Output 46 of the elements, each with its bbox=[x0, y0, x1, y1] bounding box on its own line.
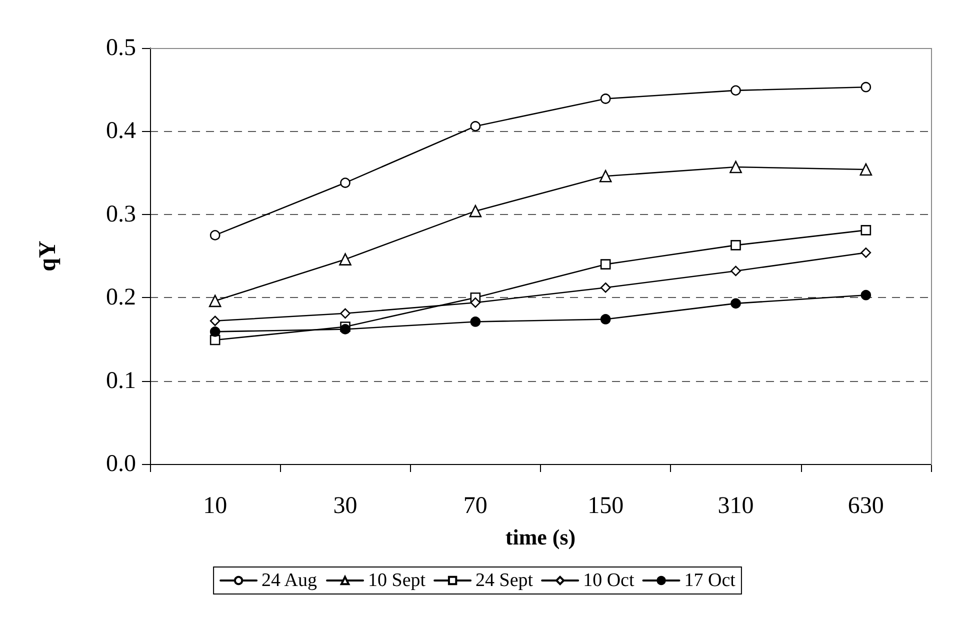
point bbox=[470, 121, 481, 132]
x-tick-label: 10 bbox=[203, 493, 228, 519]
y-tick-label: 0.1 bbox=[106, 368, 136, 394]
point bbox=[599, 170, 612, 182]
x-axis-title: time (s) bbox=[505, 524, 576, 550]
y-tick-label: 0.4 bbox=[106, 118, 136, 144]
point bbox=[860, 225, 872, 236]
point bbox=[600, 94, 611, 104]
point bbox=[600, 314, 611, 324]
point bbox=[340, 178, 350, 188]
y-tick-label: 0.2 bbox=[106, 284, 136, 311]
point bbox=[860, 163, 872, 176]
point bbox=[340, 324, 350, 334]
legend-label: 17 Oct bbox=[684, 570, 736, 591]
point bbox=[600, 259, 611, 270]
point bbox=[730, 266, 741, 276]
y-tick-label: 0.5 bbox=[106, 35, 136, 61]
point bbox=[730, 298, 741, 309]
y-axis-title: qY bbox=[35, 240, 61, 272]
point bbox=[860, 248, 872, 258]
point bbox=[210, 326, 220, 337]
y-tick-label: 0.0 bbox=[106, 451, 136, 477]
point bbox=[340, 308, 350, 319]
point bbox=[600, 282, 611, 293]
x-tick-label: 630 bbox=[848, 493, 884, 519]
point bbox=[208, 294, 222, 308]
point bbox=[470, 316, 481, 327]
point bbox=[470, 297, 481, 308]
point bbox=[730, 85, 741, 96]
legend-label: 10 Sept bbox=[368, 570, 426, 591]
y-tick-label: 0.3 bbox=[106, 201, 136, 228]
x-tick-label: 150 bbox=[588, 493, 624, 519]
point bbox=[730, 160, 742, 174]
point bbox=[860, 82, 872, 92]
point bbox=[469, 204, 482, 218]
point bbox=[339, 253, 352, 266]
point bbox=[730, 240, 741, 250]
point bbox=[210, 316, 220, 326]
x-tick-label: 70 bbox=[463, 493, 488, 519]
x-tick-label: 310 bbox=[718, 493, 754, 519]
point bbox=[210, 230, 220, 240]
legend-label: 10 Oct bbox=[583, 570, 635, 591]
legend-label: 24 Sept bbox=[476, 570, 534, 591]
point bbox=[860, 290, 872, 300]
x-tick-label: 30 bbox=[333, 493, 358, 519]
legend-label: 24 Aug bbox=[262, 570, 318, 591]
